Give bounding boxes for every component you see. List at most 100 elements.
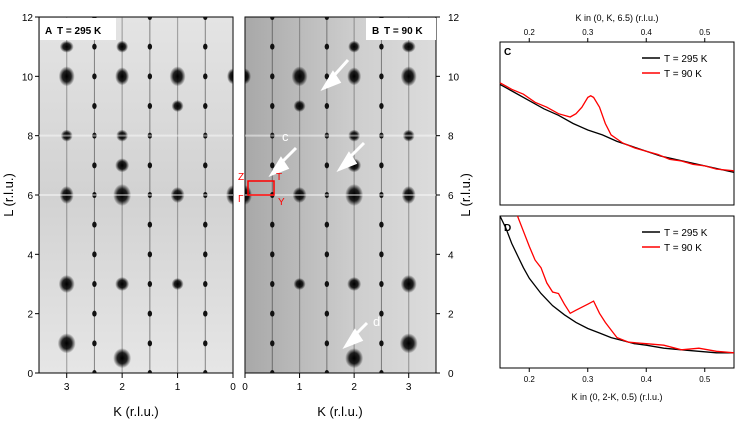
bragg-spot (401, 40, 416, 53)
panel-a-k-ticks: 3 2 1 0 (64, 373, 236, 393)
bragg-spot (59, 40, 74, 53)
small-spot (92, 310, 97, 317)
bragg-spot (400, 66, 417, 87)
small-spot (270, 17, 275, 20)
x-tick-label: 0.5 (699, 375, 711, 384)
small-spot (270, 132, 275, 139)
small-spot (92, 192, 97, 198)
l-tick-label: 12 (22, 13, 34, 24)
small-spot (92, 103, 97, 109)
bragg-spot (348, 129, 361, 142)
k-tick-label: 3 (64, 382, 70, 393)
small-spot (379, 281, 384, 287)
label-t: T (276, 172, 282, 183)
x-tick-label: 0.5 (699, 28, 711, 37)
bragg-spot (227, 68, 233, 85)
small-spot (324, 370, 330, 373)
l-tick-label: 0 (27, 369, 33, 380)
small-spot (92, 221, 97, 228)
line-panel-d: 0.2 0.3 0.4 0.5 T = 295 K T = 90 K D K in (0,… (499, 215, 735, 402)
small-spot (324, 132, 330, 139)
small-spot (379, 43, 384, 50)
k-tick-label: 2 (351, 382, 357, 393)
x-tick-label: 0.4 (641, 375, 653, 384)
l-tick-label: 4 (27, 250, 33, 261)
label-z: Z (238, 172, 244, 183)
l-tick-label: 2 (448, 310, 454, 321)
k-tick-label: 1 (175, 382, 181, 393)
small-spot (147, 310, 153, 317)
small-spot (92, 370, 97, 373)
small-spot (324, 73, 330, 80)
panel-b-label: B (372, 26, 379, 37)
bragg-spot (293, 100, 306, 112)
small-spot (203, 370, 208, 373)
small-spot (379, 103, 384, 109)
small-spot (324, 103, 330, 109)
small-spot (270, 251, 275, 258)
bragg-spot (292, 187, 307, 203)
x-tick-label: 0.2 (524, 28, 536, 37)
small-spot (203, 162, 208, 169)
small-spot (324, 251, 330, 258)
k-tick-label: 3 (406, 382, 412, 393)
small-spot (270, 340, 275, 347)
small-spot (147, 73, 153, 80)
bragg-spot (171, 100, 184, 112)
small-spot (379, 162, 384, 169)
x-tick-label: 0.3 (582, 375, 594, 384)
small-spot (92, 43, 97, 50)
small-spot (379, 310, 384, 317)
panel-b-bragg-spots (245, 17, 436, 373)
bragg-spot (400, 275, 417, 293)
small-spot (203, 103, 208, 109)
l-tick-label: 10 (448, 72, 460, 83)
small-spot (147, 370, 153, 373)
bragg-spot (116, 129, 129, 142)
arrow-c (268, 146, 298, 178)
bragg-spot (58, 66, 75, 87)
panel-d-letter: D (504, 223, 511, 234)
panel-a-title-box (40, 18, 116, 40)
small-spot (324, 340, 330, 347)
bragg-spot (226, 185, 233, 205)
small-spot (324, 162, 330, 169)
bragg-spot (345, 348, 364, 369)
small-spot (147, 43, 153, 50)
small-spot (147, 192, 153, 198)
small-spot (203, 310, 208, 317)
bragg-spot (291, 66, 308, 87)
small-spot (379, 132, 384, 139)
small-spot (270, 370, 275, 373)
small-spot (92, 251, 97, 258)
bragg-spot (347, 67, 362, 86)
panel-c-xlabel: K in (0, K, 6.5) (r.l.u.) (575, 13, 658, 23)
bragg-spot (170, 187, 185, 203)
legend-label: T = 90 K (664, 69, 702, 80)
annotation-c: c (282, 129, 289, 144)
label-y: Y (278, 197, 285, 208)
small-spot (270, 310, 275, 317)
brillouin-zone-box (247, 180, 275, 196)
small-spot (324, 43, 330, 50)
small-spot (379, 251, 384, 258)
bragg-spot (57, 333, 76, 354)
small-spot (203, 340, 208, 347)
panel-a-label: A (45, 26, 52, 37)
small-spot (203, 192, 208, 198)
l-tick-label: 10 (22, 72, 34, 83)
small-spot (147, 17, 153, 20)
bragg-spot (115, 158, 130, 173)
arrow-top-right (320, 58, 350, 92)
l-tick-label: 2 (27, 310, 33, 321)
panel-d-frame (499, 215, 735, 369)
small-spot (324, 192, 330, 198)
small-spot (379, 73, 384, 80)
legend-label: T = 295 K (664, 54, 708, 65)
bragg-spot (401, 186, 416, 204)
small-spot (147, 221, 153, 228)
x-tick-label: 0.3 (582, 28, 594, 37)
bragg-spot (345, 184, 364, 206)
panel-b-xlabel: K (r.l.u.) (317, 404, 363, 419)
small-spot (270, 43, 275, 50)
